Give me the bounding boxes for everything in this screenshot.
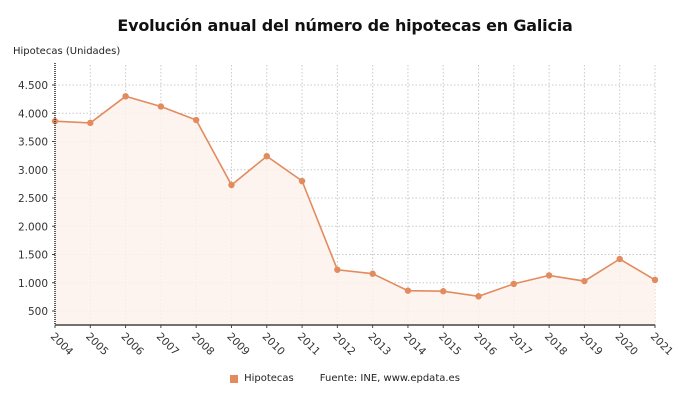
legend-label: Hipotecas [244,373,294,384]
y-axis-label: Hipotecas (Unidades) [13,46,121,57]
data-point-2013 [369,270,376,277]
y-tick-label: 2.500 [18,193,48,205]
data-points [51,93,659,300]
y-tick-label: 3.000 [18,165,48,177]
x-tick-label: 2005 [83,331,110,358]
x-tick-label: 2021 [648,331,675,358]
chart-title: Evolución anual del número de hipotecas … [117,16,573,35]
axes [54,63,655,326]
data-point-2012 [334,266,341,273]
x-tick-label: 2014 [401,331,429,359]
x-tick-label: 2016 [471,331,499,359]
y-tick-label: 500 [28,306,48,318]
x-tick-label: 2011 [295,331,322,358]
x-tick-label: 2006 [118,331,146,359]
legend-swatch-icon [230,374,239,383]
x-tick-label: 2009 [224,331,251,358]
area-fill [55,96,655,325]
data-point-2016 [475,293,482,300]
data-point-2008 [192,116,200,124]
data-point-2015 [440,288,447,295]
data-point-2011 [298,177,306,185]
x-tick-label: 2020 [613,331,640,358]
x-tick-label: 2008 [189,331,216,358]
x-tick-label: 2017 [507,331,534,358]
x-tick-label: 2019 [577,331,604,358]
data-point-2017 [510,280,518,288]
y-tick-label: 4.000 [18,108,48,120]
x-tick-label: 2007 [154,331,181,358]
x-tick-label: 2018 [542,331,569,358]
y-tick-label: 1.500 [18,250,48,262]
y-tick-label: 1.000 [18,278,48,290]
data-point-2020 [616,255,623,263]
x-tick-label: 2015 [436,331,463,358]
data-point-2014 [404,287,412,294]
x-tick-label: 2004 [48,331,76,359]
series-line-hipotecas [54,95,656,298]
x-tick-label: 2012 [330,331,357,358]
data-point-2006 [122,93,129,100]
legend: Hipotecas Fuente: INE, www.epdata.es [0,373,690,384]
y-tick-label: 2.000 [18,221,48,233]
data-point-2009 [228,181,235,189]
source-credit: Fuente: INE, www.epdata.es [319,373,460,384]
legend-item-hipotecas: Hipotecas [230,373,294,384]
y-tick-label: 4.500 [18,80,48,92]
data-point-2010 [263,152,270,160]
x-axis-ticks: 2004 2005 2006 2007 2008 2009 2010 2011 2012 2013… [48,325,675,358]
data-point-2005 [87,119,94,127]
data-point-2021 [651,276,659,284]
x-tick-label: 2010 [260,331,287,358]
x-tick-label: 2013 [366,331,393,358]
data-point-2019 [581,277,588,285]
y-axis-ticks: 500 1.000 1.500 2.000 2.500 3.000 3.500 4.000 4.… [18,80,55,318]
data-point-2018 [545,272,553,279]
y-tick-label: 3.500 [18,137,48,149]
data-point-2007 [157,103,165,110]
